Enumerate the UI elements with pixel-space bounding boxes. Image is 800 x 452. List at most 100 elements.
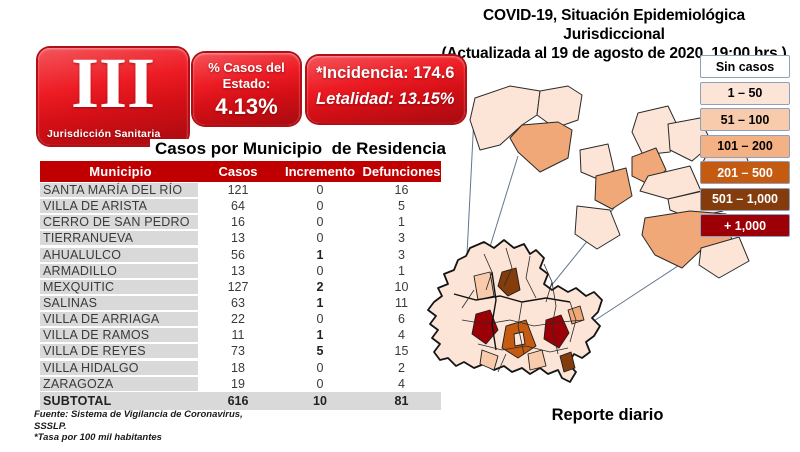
municipio-cell: ARMADILLO <box>40 263 198 278</box>
state-map-spot <box>513 331 526 347</box>
legend-item: 51 – 100 <box>700 108 790 131</box>
defunciones-cell: 2 <box>398 360 405 375</box>
municipality-shape-villa-hidalgo <box>631 105 680 156</box>
column-header-municipio: Municipio <box>89 164 152 179</box>
table-row: SALINAS 63 1 11 <box>40 295 441 311</box>
incremento-cell: 2 <box>316 279 324 294</box>
table-row: ZARAGOZA 19 0 4 <box>40 376 441 392</box>
defunciones-cell: 5 <box>398 199 405 214</box>
incremento-cell: 0 <box>316 183 324 198</box>
municipio-cell: VILLA DE ARRIAGA <box>40 312 198 327</box>
casos-cell: 18 <box>231 360 245 375</box>
defunciones-cell: 15 <box>394 344 409 359</box>
table-row: VILLA DE ARISTA 64 0 5 <box>40 198 441 214</box>
incremento-cell: 0 <box>316 360 324 375</box>
page-title-line1: COVID-19, Situación Epidemiológica Juris… <box>483 7 745 43</box>
table-row: TIERRANUEVA 13 0 3 <box>40 230 441 246</box>
defunciones-cell: 3 <box>398 231 405 246</box>
defunciones-cell: 6 <box>398 312 405 327</box>
casos-cell: 19 <box>231 376 245 391</box>
percent-cases-value: 4.13% <box>215 94 278 119</box>
subtotal-incremento: 10 <box>313 393 327 408</box>
defunciones-cell: 1 <box>398 263 405 278</box>
casos-cell: 127 <box>227 279 249 294</box>
casos-cell: 121 <box>227 183 249 198</box>
casos-cell: 64 <box>231 199 245 214</box>
casos-cell: 13 <box>231 231 245 246</box>
table-header: Municipio Casos Incremento Defunciones <box>40 161 441 182</box>
municipio-cell: ZARAGOZA <box>40 376 198 391</box>
jurisdiction-badge: III Jurisdicción Sanitaria <box>38 44 188 145</box>
column-header-defunciones: Defunciones <box>362 164 441 179</box>
legend-item: 501 – 1,000 <box>700 187 790 211</box>
municipality-shape-villa-de-arriaga <box>574 205 621 250</box>
table-row: VILLA DE REYES 73 5 15 <box>40 343 441 359</box>
casos-cell: 73 <box>231 344 245 359</box>
incidence-box: *Incidencia: 174.6 Letalidad: 13.15% <box>307 56 465 123</box>
municipio-cell: SALINAS <box>40 296 198 311</box>
table-row: MEXQUITIC 127 2 10 <box>40 279 441 295</box>
percent-cases-label-line2: Estado: <box>222 76 271 91</box>
defunciones-cell: 4 <box>398 328 405 343</box>
casos-cell: 63 <box>231 296 245 311</box>
defunciones-cell: 1 <box>398 215 405 230</box>
footnote-source-line2: SSSLP. <box>34 420 67 432</box>
incremento-cell: 0 <box>316 199 324 214</box>
legend-item: 101 – 200 <box>700 134 790 158</box>
municipio-cell: VILLA DE ARISTA <box>40 199 198 214</box>
subtotal-label: SUBTOTAL <box>43 393 112 408</box>
table-row: VILLA DE RAMOS 11 1 4 <box>40 327 441 343</box>
map-legend: Sin casos 1 – 50 51 – 100 101 – 200 201 – 50… <box>700 55 790 241</box>
incremento-cell: 0 <box>316 376 324 391</box>
table-row: CERRO DE SAN PEDRO 16 0 1 <box>40 214 441 230</box>
municipality-shape-tierranueva <box>698 236 750 279</box>
defunciones-cell: 3 <box>398 247 405 262</box>
table-row: ARMADILLO 13 0 1 <box>40 263 441 279</box>
state-map-spot <box>473 271 495 301</box>
map-caption: Reporte diario <box>551 406 664 424</box>
municipality-shape-salinas <box>509 121 573 173</box>
cases-table: Municipio Casos Incremento Defunciones S… <box>40 161 441 410</box>
column-header-casos: Casos <box>218 164 258 179</box>
incremento-cell: 0 <box>316 312 324 327</box>
casos-cell: 13 <box>231 263 245 278</box>
subtotal-casos: 616 <box>227 393 249 408</box>
municipio-cell: TIERRANUEVA <box>40 231 198 246</box>
lethality-value: Letalidad: 13.15% <box>316 90 455 108</box>
municipio-cell: MEXQUITIC <box>40 279 198 294</box>
state-map-borders <box>453 247 585 373</box>
municipio-cell: VILLA DE RAMOS <box>40 328 198 343</box>
state-map-hotspot-red <box>471 309 499 345</box>
casos-cell: 56 <box>231 247 245 262</box>
state-overview-map <box>427 239 603 383</box>
defunciones-cell: 11 <box>395 296 408 311</box>
municipality-shape-mexquitic <box>594 167 633 210</box>
legend-item: Sin casos <box>700 55 790 78</box>
section-title: Casos por Municipio de Residencia <box>150 139 450 159</box>
table-row: AHUALULCO 56 1 3 <box>40 247 441 263</box>
table-row: VILLA HIDALGO 18 0 2 <box>40 360 441 376</box>
incidence-value: *Incidencia: 174.6 <box>316 64 455 82</box>
column-header-incremento: Incremento <box>284 164 356 179</box>
municipio-cell: VILLA DE REYES <box>40 344 198 359</box>
incremento-cell: 1 <box>316 328 324 343</box>
casos-cell: 22 <box>231 312 245 327</box>
casos-cell: 11 <box>231 328 245 343</box>
footnote-rate: *Tasa por 100 mil habitantes <box>34 432 162 443</box>
table-row: SANTA MARÍA DEL RÍO 121 0 16 <box>40 182 441 198</box>
footnote-source-line1: Fuente: Sistema de Vigilancia de Coronav… <box>34 409 243 420</box>
incremento-cell: 0 <box>316 231 324 246</box>
casos-cell: 16 <box>231 215 245 230</box>
incremento-cell: 1 <box>316 296 324 311</box>
municipio-cell: VILLA HIDALGO <box>40 360 198 375</box>
subtotal-defunciones: 81 <box>394 393 409 408</box>
state-map-hotspot-brown <box>497 267 521 297</box>
incremento-cell: 0 <box>316 215 324 230</box>
municipio-cell: CERRO DE SAN PEDRO <box>40 215 198 230</box>
table-body: SANTA MARÍA DEL RÍO 121 0 16 VILLA DE ARISTA… <box>40 182 441 392</box>
incremento-cell: 0 <box>316 263 324 278</box>
subtotal-row: SUBTOTAL 616 10 81 <box>40 391 441 410</box>
defunciones-cell: 4 <box>398 376 405 391</box>
defunciones-cell: 16 <box>394 183 409 198</box>
